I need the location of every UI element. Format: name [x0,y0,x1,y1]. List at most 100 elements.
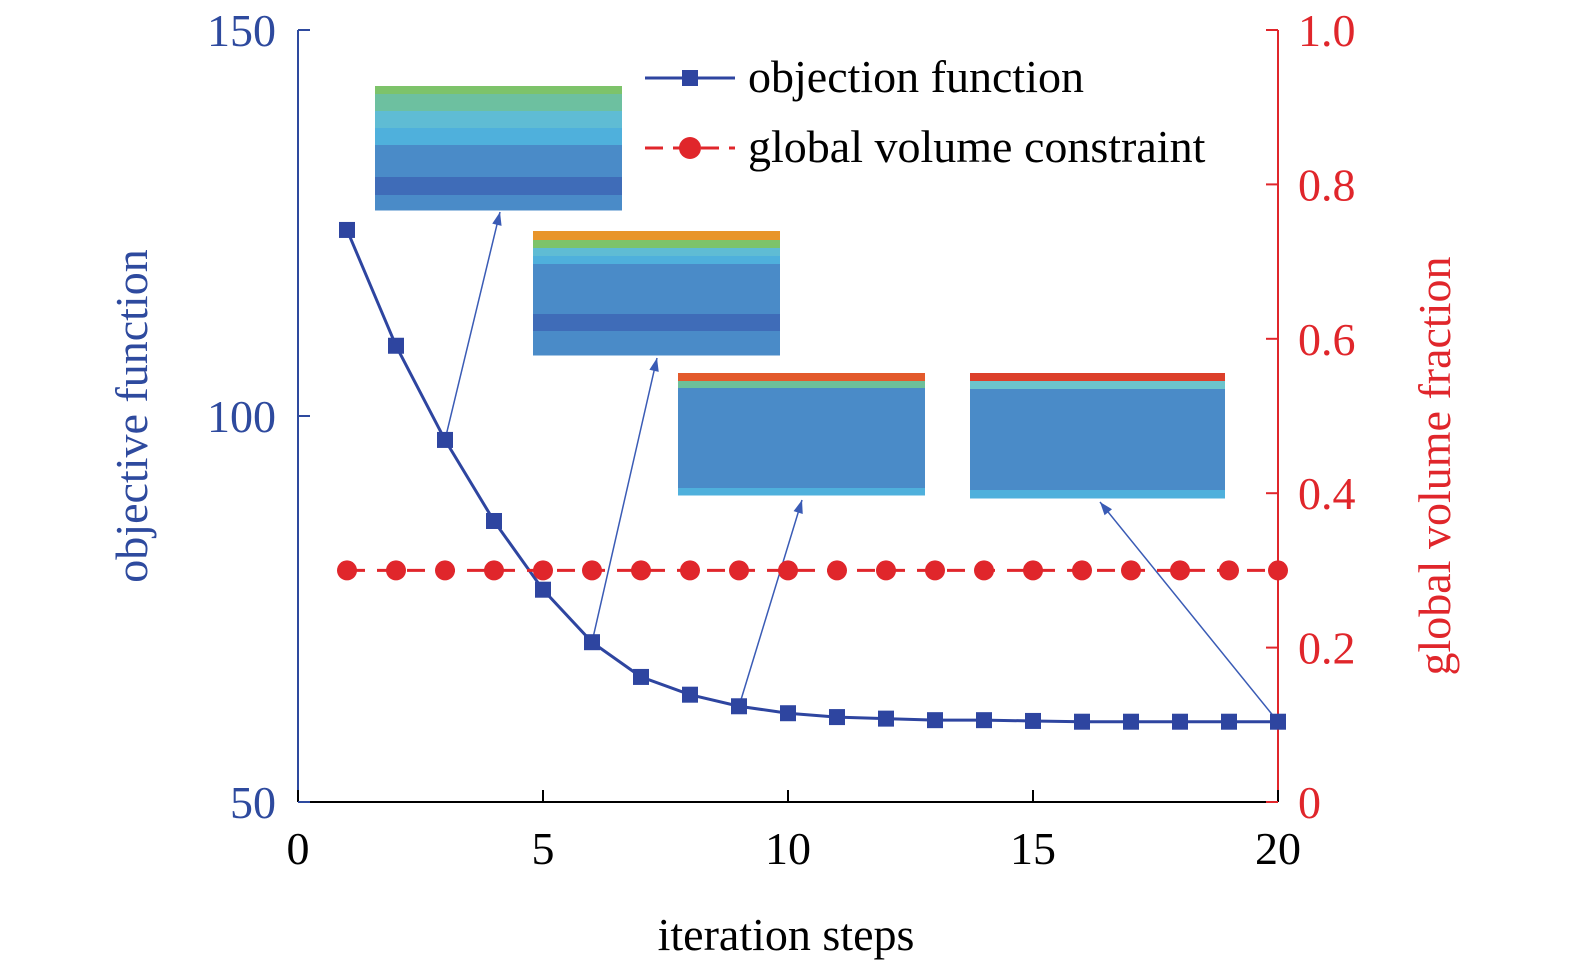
data-point [778,560,798,581]
y-right-tick-label: 0.6 [1298,314,1356,365]
data-point [535,581,551,598]
y-left-axis-label: objective function [106,249,157,582]
x-tick-label: 15 [1010,823,1056,874]
data-point [780,705,796,722]
inset-band [678,388,925,489]
series-global-volume-constraint [337,560,1288,581]
data-point [878,710,894,727]
inset-band [678,488,925,496]
y-right-tick-label: 0.2 [1298,623,1356,674]
annotation-arrow [738,499,803,707]
data-point [827,560,847,581]
data-point [1219,560,1239,581]
inset-band [678,381,925,389]
data-point [1270,713,1286,730]
data-point [1172,713,1188,730]
data-point [1121,560,1141,581]
inset-band [533,331,780,356]
inset-band [375,86,622,95]
data-point [339,221,355,238]
y-left-tick-label: 100 [207,391,276,442]
inset-band [375,111,622,129]
data-point [680,560,700,581]
legend-label: global volume constraint [748,121,1206,172]
data-point [486,512,502,529]
inset-band [533,231,780,241]
annotation-arrow [1099,501,1279,723]
legend-marker [679,137,701,159]
data-point [533,560,553,581]
x-tick-label: 20 [1255,823,1301,874]
inset-band [375,195,622,211]
inset-band [533,240,780,249]
axes: 0 5 10 15 20 50 100 150 0 0.2 0.4 0.6 0.8 1.0 [207,5,1356,874]
data-point [1025,712,1041,729]
x-tick-label: 10 [765,823,811,874]
inset-band [375,94,622,112]
y-right-axis-label: global volume fraction [1409,257,1460,676]
legend-label: objection function [748,51,1084,102]
inset-band [678,373,925,382]
annotation-arrow [591,357,658,643]
arrow-head [1100,502,1113,516]
data-point [631,560,651,581]
series-objection-function [339,221,1286,730]
inset-band [970,373,1225,382]
data-point [1074,713,1090,730]
topology-inset [533,231,780,356]
data-point [1072,560,1092,581]
data-point [682,686,698,703]
series [337,221,1288,730]
data-point [1170,560,1190,581]
data-point [484,560,504,581]
inset-band [375,177,622,196]
y-right-tick-label: 0.4 [1298,468,1356,519]
inset-band [533,248,780,257]
data-point [974,560,994,581]
data-point [829,709,845,726]
topology-inset [678,373,925,496]
data-point [386,560,406,581]
y-right-tick-label: 0.8 [1298,159,1356,210]
data-point [1123,713,1139,730]
topology-inset [375,86,622,211]
data-point [1023,560,1043,581]
data-point [976,712,992,729]
x-tick-label: 0 [287,823,310,874]
inset-band [375,145,622,178]
arrow-head [649,358,659,372]
legend: objection function global volume constrai… [645,51,1206,172]
data-point [337,560,357,581]
x-axis-label: iteration steps [658,909,915,960]
x-tick-label: 5 [532,823,555,874]
inset-band [375,128,622,146]
inset-band [970,490,1225,499]
data-point [1268,560,1288,581]
data-point [437,431,453,448]
data-point [584,634,600,651]
data-point [927,712,943,729]
inset-band [533,314,780,332]
data-point [633,668,649,685]
y-left-tick-label: 150 [207,5,276,56]
annotation-arrow [444,211,501,441]
data-point [876,560,896,581]
y-right-tick-label: 0 [1298,777,1321,828]
topology-inset [970,373,1225,499]
arrow-head [793,500,803,514]
data-point [388,337,404,354]
data-point [925,560,945,581]
y-right-tick-label: 1.0 [1298,5,1356,56]
data-point [729,560,749,581]
inset-band [970,389,1225,491]
arrow-head [492,212,502,226]
inset-band [533,264,780,315]
y-left-tick-label: 50 [230,777,276,828]
legend-marker [682,70,698,86]
inset-band [533,256,780,265]
data-point [435,560,455,581]
series-line [345,229,1278,724]
data-point [731,698,747,715]
data-point [1221,713,1237,730]
